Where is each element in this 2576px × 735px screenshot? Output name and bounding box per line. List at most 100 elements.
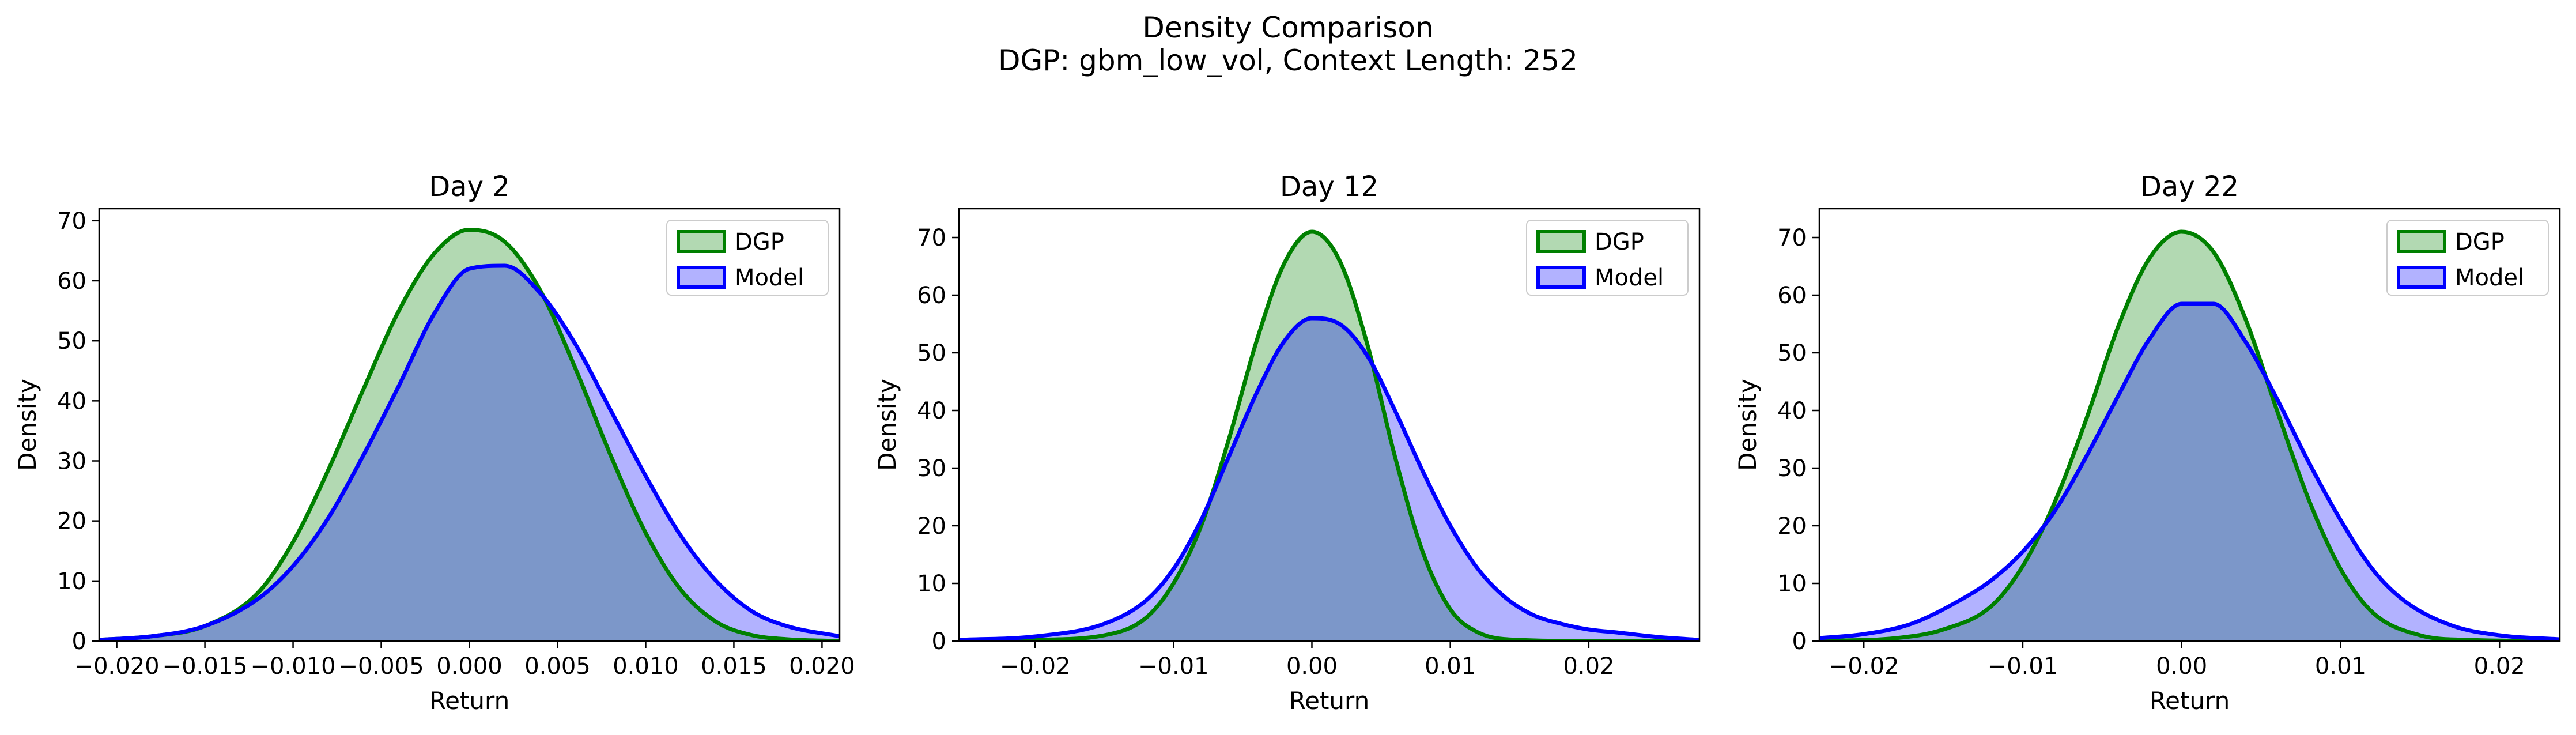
y-tick-label: 70 <box>57 208 86 235</box>
y-tick-label: 30 <box>57 448 86 475</box>
x-tick-label: −0.020 <box>74 653 160 680</box>
y-tick-label: 50 <box>917 340 946 367</box>
density-line-model <box>1819 301 2560 641</box>
y-tick-label: 60 <box>917 282 946 309</box>
subplot-day-1: Day 2 −0.020 −0.015 −0.010 −0.005 0.000 0.005 0… <box>13 171 855 715</box>
y-tick-label: 20 <box>1777 513 1807 540</box>
density-area-dgp <box>99 229 840 641</box>
legend-box <box>2386 220 2549 296</box>
x-tick-label: 0.01 <box>2315 653 2366 680</box>
x-tick-label: −0.01 <box>1138 653 1209 680</box>
density-line-model <box>99 263 840 641</box>
plot-area <box>1819 229 2560 641</box>
y-tick-label: 10 <box>917 571 946 597</box>
density-area-model <box>99 265 840 641</box>
x-tick-label: −0.015 <box>163 653 248 680</box>
y-tick-label: 0 <box>1792 628 1807 655</box>
legend-swatch <box>2397 266 2446 289</box>
legend-entry-model: Model <box>2397 265 2524 291</box>
axes-frame <box>1818 208 2561 642</box>
y-tick-label: 50 <box>57 328 86 355</box>
x-tick-label: −0.01 <box>1988 653 2058 680</box>
legend-swatch <box>677 230 726 253</box>
x-axis-label: Return <box>1289 687 1369 715</box>
legend-box <box>1526 220 1689 296</box>
density-area-dgp <box>1819 232 2560 641</box>
x-tick-label: 0.005 <box>524 653 591 680</box>
y-axis-label: Density <box>13 379 41 471</box>
plot-area <box>99 227 840 641</box>
y-tick-label: 70 <box>917 225 946 251</box>
figure-subtitle: DGP: gbm_low_vol, Context Length: 252 <box>998 44 1578 77</box>
legend: DGP Model <box>1526 220 1689 296</box>
x-tick-label: −0.005 <box>339 653 424 680</box>
legend-label: Model <box>2455 265 2524 291</box>
legend-label: DGP <box>1595 229 1644 255</box>
subplot-title: Day 12 <box>1280 171 1378 203</box>
figure-title: Density Comparison <box>1142 11 1433 44</box>
subplot-title: Day 22 <box>2140 171 2239 203</box>
legend-entry-dgp: DGP <box>677 229 784 255</box>
x-tick-label: −0.010 <box>251 653 336 680</box>
legend-swatch <box>1536 266 1586 289</box>
legend-swatch <box>1536 230 1586 253</box>
y-tick-label: 70 <box>1777 225 1807 251</box>
y-tick-label: 10 <box>1777 571 1807 597</box>
x-tick-label: 0.02 <box>2474 653 2525 680</box>
x-tick-label: 0.020 <box>789 653 855 680</box>
x-tick-label: −0.02 <box>1829 653 1899 680</box>
y-tick-label: 10 <box>57 568 86 595</box>
x-tick-label: −0.02 <box>1000 653 1071 680</box>
subplots: Day 2−0.020 −0.015 −0.010 −0.005 0.000 0.005 0… <box>13 171 2561 715</box>
y-tick-label: 40 <box>1777 398 1807 424</box>
y-tick-label: 30 <box>1777 455 1807 482</box>
y-axis-label: Density <box>1733 379 1762 471</box>
axes-frame <box>958 208 1701 642</box>
legend-box <box>666 220 829 296</box>
y-tick-label: 40 <box>57 388 86 414</box>
legend-entry-model: Model <box>1536 265 1664 291</box>
density-line-dgp <box>959 229 1699 641</box>
y-tick-label: 40 <box>917 398 946 424</box>
x-tick-label: 0.02 <box>1563 653 1614 680</box>
legend-label: Model <box>735 265 804 291</box>
y-tick-label: 0 <box>72 628 86 655</box>
legend-entry-dgp: DGP <box>2397 229 2505 255</box>
y-tick-label: 20 <box>917 513 946 540</box>
legend: DGP Model <box>666 220 829 296</box>
y-tick-label: 60 <box>57 268 86 295</box>
x-tick-label: 0.00 <box>1286 653 1338 680</box>
subplot-day-3: Day 22 −0.02 −0.01 0.00 0.01 0.02 0 10 20 30 40 50 6… <box>1733 171 2561 715</box>
x-tick-label: 0.015 <box>701 653 767 680</box>
y-tick-label: 20 <box>57 508 86 535</box>
x-tick-label: 0.01 <box>1425 653 1476 680</box>
legend-label: Model <box>1595 265 1664 291</box>
legend-label: DGP <box>2455 229 2505 255</box>
legend-swatch <box>677 266 726 289</box>
y-tick-label: 30 <box>917 455 946 482</box>
subplot-day-2: Day 12 −0.02 −0.01 0.00 0.01 0.02 0 10 20 30 40 50 6… <box>873 171 1701 715</box>
density-line-dgp <box>1819 229 2560 641</box>
legend-entry-model: Model <box>677 265 804 291</box>
plot-area <box>959 229 1699 641</box>
y-tick-label: 0 <box>932 628 946 655</box>
subplot-title: Day 2 <box>429 171 510 203</box>
y-tick-label: 50 <box>1777 340 1807 367</box>
legend-label: DGP <box>735 229 784 255</box>
density-area-model <box>1819 304 2560 641</box>
legend-swatch <box>2397 230 2446 253</box>
density-line-dgp <box>99 227 840 641</box>
y-tick-label: 60 <box>1777 282 1807 309</box>
density-area-dgp <box>959 232 1699 641</box>
x-tick-label: 0.010 <box>613 653 679 680</box>
density-line-model <box>959 316 1699 641</box>
x-axis-label: Return <box>429 687 509 715</box>
y-axis-label: Density <box>873 379 901 471</box>
x-axis-label: Return <box>2150 687 2230 715</box>
x-tick-label: 0.000 <box>436 653 503 680</box>
legend-entry-dgp: DGP <box>1536 229 1644 255</box>
density-area-model <box>959 318 1699 641</box>
x-tick-label: 0.00 <box>2156 653 2207 680</box>
legend: DGP Model <box>2386 220 2549 296</box>
